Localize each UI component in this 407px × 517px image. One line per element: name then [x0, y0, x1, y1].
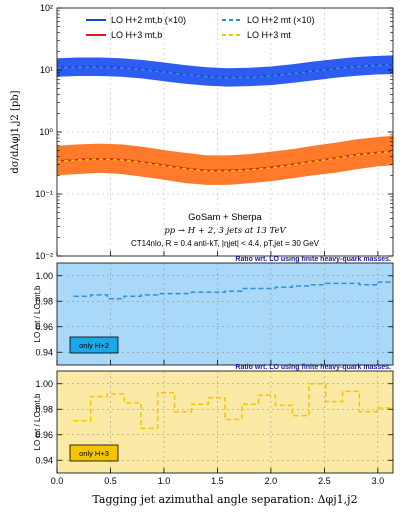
x-tick-label: 0.0 [51, 476, 64, 486]
x-tick-label: 2.0 [265, 476, 278, 486]
legend: LO H+2 mt,b (×10) LO H+2 mt (×10) LO H+3… [86, 15, 315, 40]
x-tick-label: 0.5 [104, 476, 117, 486]
main-y-axis-label: dσ/dΔφj1,j2 [pb] [10, 90, 21, 173]
ratio-y-tick-label: 0.98 [35, 404, 53, 414]
main-y-tick-label: 10¹ [40, 65, 53, 75]
ratio-panel-h3: 0.94 0.96 0.98 1.00 0.0 0.5 1.0 1.5 2.0 2.5 3.0 R… [33, 251, 394, 486]
x-tick-label: 1.5 [211, 476, 224, 486]
x-tick-label: 2.5 [318, 476, 331, 486]
legend-label-h3-mtb: LO H+3 mt,b [111, 30, 162, 40]
ratio-y-tick-label: 0.96 [35, 430, 53, 440]
ratio-y-tick-label: 1.00 [35, 271, 53, 281]
ratio-h2-title: Ratio wrt. LO using finite heavy-quark m… [235, 256, 391, 263]
ratio-h2-y-ticks: 0.94 0.96 0.98 1.00 [35, 271, 393, 357]
main-series-lines [56, 63, 394, 172]
band-2 [57, 135, 393, 185]
ratio-y-tick-label: 0.94 [35, 347, 53, 357]
x-axis-label: Tagging jet azimuthal angle separation: … [92, 493, 357, 506]
main-panel: 10⁻² 10⁻¹ 10⁰ 10¹ 10² LO H+2 mt,b (×10) LO H… [10, 3, 394, 261]
ratio-h3-frame [56, 370, 394, 474]
legend-label-h2-mt: LO H+2 mt (×10) [247, 15, 315, 25]
band-0 [57, 55, 393, 87]
ratio-series-line-0 [73, 281, 393, 300]
ratio-h2-label: only H+2 [79, 341, 109, 350]
legend-label-h3-mt: LO H+3 mt [247, 30, 291, 40]
main-y-tick-label: 10⁻² [35, 251, 53, 261]
main-uncertainty-bands [57, 55, 393, 185]
annotation-cuts: CT14nlo, R = 0.4 anti-kT, |ηjet| < 4.4, … [131, 239, 320, 248]
ratio-h3-grid [57, 371, 393, 473]
main-y-tick-label: 10⁻¹ [35, 189, 53, 199]
ratio-series-line-0 [73, 383, 393, 430]
ratio-h2-y-axis-label: LO mt / LO mt,b [33, 285, 42, 342]
ratio-h2-series [73, 281, 393, 300]
annotation-process: pp → H + 2, 3 jets at 13 TeV [164, 226, 286, 236]
ratio-h3-y-ticks: 0.94 0.96 0.98 1.00 [35, 379, 393, 465]
ratio-h3-title: Ratio wrt. LO using finite heavy-quark m… [235, 364, 391, 371]
main-frame [56, 7, 394, 257]
ratio-h2-label-box [69, 336, 119, 354]
ratio-y-tick-label: 0.94 [35, 455, 53, 465]
ratio-h3-y-axis-label: LO mt / LO mt,b [33, 393, 42, 450]
series-line-3 [56, 150, 394, 172]
main-y-tick-label: 10² [40, 3, 53, 13]
main-y-ticks: 10⁻² 10⁻¹ 10⁰ 10¹ 10² [35, 3, 393, 261]
ratio-h3-label-box [69, 444, 119, 462]
ratio-h2-frame [56, 262, 394, 366]
ratio-y-tick-label: 0.96 [35, 322, 53, 332]
main-y-tick-label: 10⁰ [39, 127, 53, 137]
ratio-h3-series [73, 383, 393, 430]
series-line-1 [56, 64, 394, 79]
x-tick-label: 3.0 [372, 476, 385, 486]
ratio-y-tick-label: 1.00 [35, 379, 53, 389]
ratio-panel-h2: 0.94 0.96 0.98 1.00 Ratio wrt. LO using fin… [33, 256, 394, 366]
x-tick-label: 1.0 [158, 476, 171, 486]
ratio-y-tick-label: 0.98 [35, 296, 53, 306]
ratio-h3-label: only H+3 [79, 449, 109, 458]
annotation-generator: GoSam + Sherpa [188, 212, 262, 223]
legend-label-h2-mtb: LO H+2 mt,b (×10) [111, 15, 186, 25]
